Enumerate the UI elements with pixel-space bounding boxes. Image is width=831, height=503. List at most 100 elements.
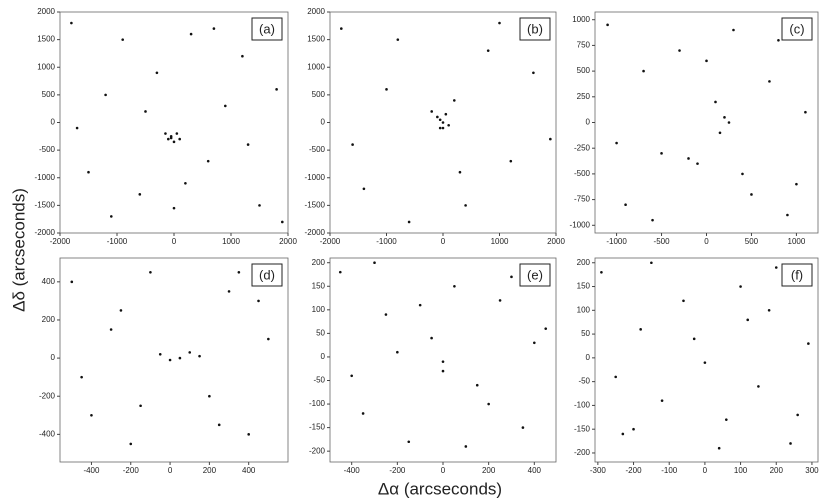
point [807, 342, 810, 345]
y-tick-label: 100 [577, 305, 591, 314]
y-tick-label: 200 [312, 258, 326, 267]
x-tick-label: 0 [704, 237, 709, 246]
point [777, 38, 780, 42]
y-tick-label: 1000 [572, 15, 590, 24]
y-tick-label: -100 [574, 401, 591, 410]
point [407, 220, 411, 224]
point [247, 433, 250, 436]
y-axis-label: Δδ (arcseconds) [9, 188, 28, 312]
point [714, 100, 717, 104]
point [175, 132, 179, 135]
point [464, 204, 467, 207]
x-tick-label: -1000 [107, 237, 128, 246]
y-tick-label: 0 [51, 353, 56, 362]
panel-label-box [519, 263, 551, 287]
point [373, 261, 376, 265]
point [487, 402, 490, 406]
point [169, 136, 173, 140]
x-tick-label: 0 [703, 466, 708, 475]
point [687, 157, 690, 160]
y-tick-label: 1500 [37, 35, 55, 44]
y-tick-label: -2000 [305, 228, 326, 237]
point [149, 270, 152, 274]
point [621, 432, 625, 436]
y-tick-label: -50 [313, 376, 325, 385]
point [767, 309, 771, 312]
point [138, 193, 142, 196]
point [119, 309, 123, 312]
point [281, 220, 284, 224]
y-tick-label: -150 [574, 424, 591, 433]
point [227, 290, 231, 293]
point [258, 204, 261, 207]
x-tick-label: 0 [441, 466, 446, 475]
y-tick-label: -400 [39, 429, 56, 438]
point [725, 418, 728, 421]
y-tick-label: 400 [42, 277, 56, 286]
x-tick-label: -500 [654, 237, 671, 246]
panel-label-box [781, 17, 813, 41]
x-tick-label: -200 [123, 466, 140, 475]
point [178, 137, 181, 141]
point [267, 337, 270, 341]
point [532, 71, 535, 75]
point [438, 126, 442, 130]
point [757, 385, 760, 388]
x-tick-label: -1000 [606, 237, 627, 246]
y-tick-label: 200 [577, 258, 591, 267]
y-tick-label: -500 [39, 145, 56, 154]
point [600, 270, 603, 274]
y-tick-label: -250 [574, 143, 591, 152]
y-tick-label: 100 [312, 305, 326, 314]
y-tick-label: 50 [316, 328, 325, 337]
point [178, 356, 182, 360]
panel-label-box [781, 263, 813, 287]
point [87, 170, 90, 174]
x-tick-label: 200 [203, 466, 217, 475]
point [436, 115, 439, 119]
y-tick-label: 500 [42, 90, 56, 99]
x-tick-label: 1000 [788, 237, 806, 246]
point [447, 123, 450, 127]
point [639, 328, 642, 331]
point [184, 181, 187, 185]
point [361, 412, 365, 415]
plot-frame [59, 257, 289, 463]
point [533, 341, 536, 345]
point [384, 313, 388, 316]
y-tick-label: 0 [321, 352, 326, 361]
panel-label: (c) [789, 21, 804, 36]
point [509, 159, 513, 163]
point [155, 71, 159, 75]
y-tick-label: 0 [51, 118, 56, 127]
point [741, 172, 744, 176]
point [804, 110, 807, 114]
y-tick-label: -1500 [35, 200, 56, 209]
point [692, 337, 696, 341]
point [441, 126, 445, 130]
x-tick-label: 100 [734, 466, 748, 475]
y-tick-label: 500 [577, 66, 591, 75]
y-tick-label: 500 [312, 90, 326, 99]
plot-frame [59, 11, 289, 234]
point [80, 375, 83, 379]
point [172, 206, 176, 210]
x-tick-label: -1000 [376, 237, 397, 246]
panel-label: (a) [259, 21, 275, 36]
point [682, 299, 685, 303]
panel-label-box [251, 263, 283, 287]
point [510, 275, 513, 279]
point [696, 162, 699, 165]
point [717, 446, 721, 450]
x-tick-label: -2000 [320, 237, 341, 246]
y-tick-label: -1000 [570, 220, 591, 229]
y-tick-label: 1000 [307, 62, 325, 71]
point [129, 442, 133, 446]
point [441, 121, 445, 124]
point [441, 360, 445, 363]
x-tick-label: 500 [745, 237, 759, 246]
y-tick-label: 2000 [307, 7, 325, 16]
point [498, 299, 502, 302]
